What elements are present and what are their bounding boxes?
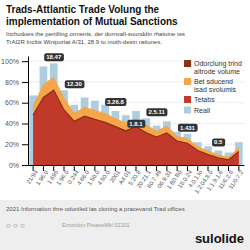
- line: [33, 90, 239, 160]
- legend-label: Reall: [194, 107, 210, 114]
- annotation-text: 2.5.11: [148, 109, 165, 115]
- area: [33, 90, 239, 165]
- legend-swatch: [184, 107, 191, 114]
- legend: Odorclung trindaitrode volume Bet sducend…: [184, 60, 242, 114]
- legend-item: Reall: [184, 107, 210, 114]
- x-tick: 4.50.0: [96, 165, 111, 186]
- footer-text: 2021 Information thre oduniled las cloni…: [6, 206, 185, 212]
- y-tick-mark: [22, 82, 28, 83]
- footer-icons: ○ ○ ○: [6, 221, 25, 230]
- source: Emontion PreaseMkl 02201: [62, 222, 130, 228]
- y-tick: 80%: [5, 79, 28, 86]
- legend-item: Bet sducendisad svolumis: [184, 78, 237, 93]
- annotation-box: [65, 80, 85, 88]
- y-tick: 0%: [9, 162, 28, 169]
- annotation: 0.5: [212, 138, 225, 146]
- legend-label-line: aitrode volume: [194, 68, 240, 75]
- annotation-box: [127, 120, 145, 128]
- annotation: 18.47: [44, 53, 64, 61]
- annotation: 1.8.1: [127, 120, 145, 128]
- grid: [28, 61, 244, 165]
- annotation-text: 0.5: [214, 139, 223, 145]
- legend-item: Tetabs: [184, 96, 215, 103]
- legend-label-line: Reall: [194, 107, 210, 114]
- y-tick: 60%: [5, 99, 28, 106]
- y-tick-label: 0%: [9, 162, 19, 169]
- title-line: implementation of Mutual Sanctions: [6, 16, 178, 27]
- annotation-box: [44, 53, 64, 61]
- y-tick-label: 100%: [1, 58, 19, 65]
- y-tick-label: 60%: [5, 99, 19, 106]
- annotation-box: [146, 108, 167, 116]
- y-tick: 20%: [5, 141, 28, 148]
- brand: sulolide: [195, 231, 244, 246]
- chart-svg: Trads-Attlantic Trade Volung theimplemen…: [0, 0, 250, 250]
- legend-label: Odorclung trindaitrode volume: [194, 60, 242, 75]
- x-axis: 21/941.96.01.6951.96.00.2444.66.01.50.04…: [25, 165, 245, 195]
- y-tick-mark: [22, 103, 28, 104]
- annotation: 2.5.11: [146, 108, 167, 116]
- y-tick-mark: [22, 61, 28, 62]
- footer: 2021 Information thre oduniled las cloni…: [0, 200, 250, 250]
- y-tick-label: 20%: [5, 141, 19, 148]
- legend-label-line: Bet sducend: [194, 78, 233, 85]
- annotation-text: 18.47: [46, 54, 62, 60]
- title-line: Trads-Attlantic Trade Volung the: [6, 4, 160, 15]
- annotation: 12.30: [65, 80, 85, 88]
- legend-label: Bet sducendisad svolumis: [194, 78, 237, 93]
- legend-swatch: [184, 96, 191, 103]
- annotation: 3.26.8: [105, 98, 126, 106]
- annotation-box: [105, 98, 126, 106]
- y-tick: 40%: [5, 120, 28, 127]
- annotation-text: 3.26.8: [107, 99, 124, 105]
- y-tick-mark: [22, 144, 28, 145]
- area: [33, 77, 239, 165]
- subtitle-line: TrAI2R Incltis Winiportat A/31, 28.9 to …: [6, 39, 162, 45]
- annotation-text: 1.431: [180, 125, 196, 131]
- x-tick: 11/0.7.2: [227, 165, 244, 190]
- subtitle: Inchudues the pertilling orments, der do…: [6, 31, 185, 45]
- title: Trads-Attlantic Trade Volung theimplemen…: [6, 4, 178, 27]
- legend-label: Tetabs: [194, 96, 215, 103]
- y-tick-mark: [22, 165, 28, 166]
- legend-label-line: isad svolumis: [194, 86, 237, 93]
- x-tick-label: 4.50.0: [96, 169, 111, 187]
- y-axis: 0% 20% 40% 60% 80% 100%: [1, 57, 28, 169]
- legend-swatch: [184, 78, 191, 85]
- annotation-box: [178, 124, 198, 132]
- y-tick: 100%: [1, 58, 28, 65]
- y-tick-label: 40%: [5, 120, 19, 127]
- subtitle-line: Inchudues the pertilling orments, der do…: [6, 31, 185, 37]
- annotation-text: 1.8.1: [129, 121, 143, 127]
- legend-item: Odorclung trindaitrode volume: [184, 60, 242, 75]
- legend-label-line: Tetabs: [194, 96, 215, 103]
- marks: [29, 63, 242, 165]
- x-tick-label: 11/0.7.2: [227, 169, 244, 190]
- y-tick-label: 80%: [5, 79, 19, 86]
- annotation: 1.431: [178, 124, 198, 132]
- annotation-box: [212, 138, 225, 146]
- y-axis-line: [28, 57, 29, 166]
- y-tick-mark: [22, 123, 28, 124]
- legend-swatch: [184, 60, 191, 67]
- footer-background: [0, 200, 250, 250]
- annotation-text: 12.30: [67, 81, 83, 87]
